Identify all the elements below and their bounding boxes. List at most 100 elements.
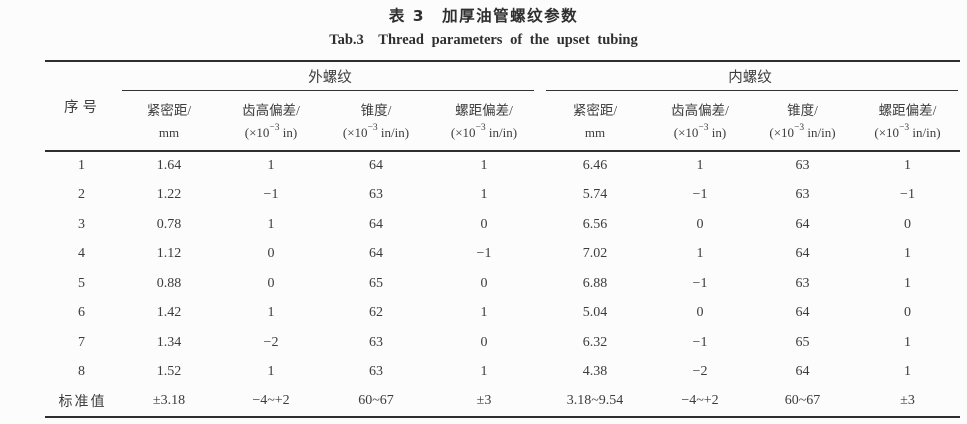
- data-cell: 60~67: [358, 393, 394, 409]
- table-body: 1 1.64 1 64 1 6.46 1 63 1 2 1.22 −1 63 1 5.74 −1 63 −1 3 0.…: [45, 151, 960, 417]
- col-header-unit: (×10−3 in/in): [450, 123, 518, 140]
- table-row: 标准值 ±3.18 −4~+2 60~67 ±3 3.18~9.54 −4~+2 60~67 ±…: [45, 387, 960, 417]
- data-cell: 65: [795, 334, 810, 350]
- group-header-external-thread: 外螺纹: [120, 61, 540, 91]
- data-cell: 1.34: [156, 334, 182, 350]
- col-header-int-tooth-height-deviation: 齿高偏差/ (×10−3 in): [650, 91, 750, 152]
- data-cell: −1: [692, 275, 708, 291]
- data-cell: 60~67: [784, 393, 821, 409]
- data-cell: 0: [480, 216, 488, 232]
- data-cell: 4.38: [582, 364, 608, 380]
- data-cell: 1: [267, 364, 275, 380]
- data-cell: 0: [904, 216, 911, 232]
- data-cell: 1.12: [156, 246, 182, 262]
- data-cell: 0: [696, 305, 704, 321]
- row-serial-cell: 6: [78, 305, 87, 321]
- row-serial-cell: 7: [78, 334, 87, 350]
- data-cell: 0: [267, 275, 275, 291]
- col-header-name: 紧密距/: [146, 102, 192, 118]
- col-header-name: 紧密距/: [572, 102, 618, 118]
- data-cell: 1: [480, 305, 488, 321]
- data-cell: 6.56: [582, 216, 608, 232]
- col-header-serial: 序号: [45, 61, 120, 152]
- col-header-int-tight-distance: 紧密距/ mm: [540, 91, 650, 152]
- data-cell: 0: [904, 305, 911, 321]
- table-row: 8 1.52 1 63 1 4.38 −2 64 1: [45, 358, 960, 388]
- data-cell: 7.02: [582, 246, 608, 262]
- data-cell: 1: [480, 364, 488, 380]
- table-title-zh: 表 3 加厚油管螺纹参数: [388, 7, 579, 25]
- data-cell: −4~+2: [681, 393, 719, 409]
- group-header-row: 序号 外螺纹 内螺纹: [45, 61, 960, 152]
- data-cell: −1: [900, 187, 915, 203]
- data-cell: 63: [795, 187, 810, 203]
- data-cell: 1: [267, 158, 275, 174]
- col-header-unit: (×10−3 in): [673, 123, 727, 140]
- row-serial-cell: 8: [78, 364, 87, 380]
- data-cell: ±3: [476, 393, 492, 409]
- table-row: 7 1.34 −2 63 0 6.32 −1 65 1: [45, 328, 960, 358]
- data-cell: 1: [904, 246, 911, 262]
- col-header-unit: (×10−3 in/in): [342, 123, 410, 140]
- table-row: 2 1.22 −1 63 1 5.74 −1 63 −1: [45, 181, 960, 211]
- row-serial-cell: 3: [78, 216, 87, 232]
- table-row: 4 1.12 0 64 −1 7.02 1 64 1: [45, 240, 960, 270]
- data-cell: 6.32: [582, 334, 608, 350]
- row-serial-cell: 5: [78, 275, 87, 291]
- data-cell: 5.74: [582, 187, 608, 203]
- data-cell: ±3: [900, 393, 915, 409]
- data-cell: 1.52: [156, 364, 182, 380]
- data-cell: 1.42: [156, 305, 182, 321]
- data-cell: −1: [476, 246, 492, 262]
- group-header-internal-thread: 内螺纹: [540, 61, 960, 91]
- data-cell: −2: [263, 334, 279, 350]
- data-cell: −4~+2: [252, 393, 290, 409]
- col-header-ext-taper: 锥度/ (×10−3 in/in): [324, 91, 428, 152]
- col-header-ext-tooth-height-deviation: 齿高偏差/ (×10−3 in): [218, 91, 324, 152]
- data-cell: 0: [480, 334, 488, 350]
- table-title-en: Tab.3 Thread parameters of the upset tub…: [329, 32, 638, 48]
- data-cell: 63: [369, 334, 383, 350]
- data-cell: 64: [795, 216, 810, 232]
- col-header-unit: (×10−3 in/in): [874, 123, 941, 140]
- data-cell: 1: [904, 334, 911, 350]
- data-cell: 64: [795, 305, 810, 321]
- data-cell: 1: [904, 364, 911, 380]
- col-header-unit: (×10−3 in): [244, 123, 298, 140]
- data-cell: 64: [369, 158, 383, 174]
- data-cell: 64: [795, 246, 810, 262]
- data-cell: 64: [795, 364, 810, 380]
- data-cell: 1: [904, 275, 911, 291]
- data-cell: ±3.18: [152, 393, 186, 409]
- data-cell: 1: [480, 187, 488, 203]
- data-cell: 1.64: [156, 158, 182, 174]
- col-header-unit: mm: [158, 124, 180, 140]
- table-row: 6 1.42 1 62 1 5.04 0 64 0: [45, 299, 960, 329]
- data-cell: 3.18~9.54: [566, 393, 624, 409]
- table-row: 1 1.64 1 64 1 6.46 1 63 1: [45, 151, 960, 181]
- col-header-unit: mm: [584, 124, 606, 140]
- data-cell: 1: [267, 305, 275, 321]
- col-header-ext-tight-distance: 紧密距/ mm: [120, 91, 218, 152]
- data-cell: 1: [267, 216, 275, 232]
- table-row: 5 0.88 0 65 0 6.88 −1 63 1: [45, 269, 960, 299]
- col-header-name: 齿高偏差/: [671, 102, 729, 118]
- data-cell: 63: [795, 275, 810, 291]
- col-header-int-taper: 锥度/ (×10−3 in/in): [750, 91, 855, 152]
- row-serial-cell: 1: [78, 158, 87, 174]
- data-cell: 64: [369, 216, 383, 232]
- col-header-name: 锥度/: [360, 102, 392, 118]
- col-header-name: 螺距偏差/: [878, 102, 937, 118]
- data-cell: 1: [696, 158, 704, 174]
- data-cell: 0.88: [156, 275, 182, 291]
- data-cell: 5.04: [582, 305, 608, 321]
- data-cell: 6.46: [582, 158, 608, 174]
- data-cell: 65: [369, 275, 383, 291]
- data-cell: −2: [692, 364, 708, 380]
- data-cell: −1: [263, 187, 279, 203]
- data-cell: 1: [480, 158, 488, 174]
- data-cell: 0.78: [156, 216, 182, 232]
- col-header-int-pitch-deviation: 螺距偏差/ (×10−3 in/in): [855, 91, 960, 152]
- data-cell: 0: [480, 275, 488, 291]
- data-cell: 0: [696, 216, 704, 232]
